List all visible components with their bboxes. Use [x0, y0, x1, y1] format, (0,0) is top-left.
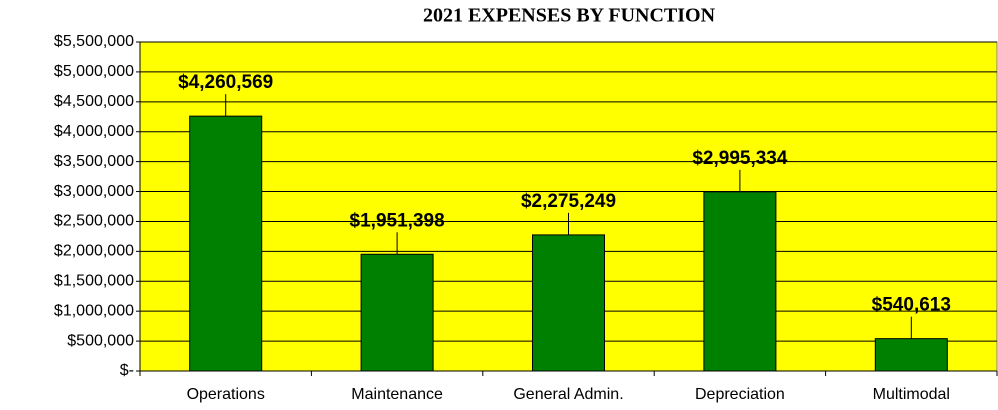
- bar: [189, 115, 263, 372]
- data-label: $540,613: [872, 295, 951, 316]
- y-tick-label: $2,000,000: [54, 243, 134, 260]
- y-tick-label: $1,500,000: [54, 272, 134, 289]
- y-tick-label: $1,000,000: [54, 302, 134, 319]
- x-tick-label: Maintenance: [351, 386, 443, 403]
- x-tick-label: Depreciation: [695, 386, 785, 403]
- bar: [532, 234, 605, 372]
- y-tick-label: $3,500,000: [54, 153, 134, 170]
- data-label: $2,995,334: [692, 148, 788, 169]
- bar: [703, 191, 777, 372]
- data-label: $1,951,398: [350, 210, 445, 231]
- bar: [360, 253, 434, 372]
- x-tick-label: Multimodal: [873, 386, 950, 403]
- data-label: $4,260,569: [178, 72, 273, 93]
- y-tick-label: $4,000,000: [54, 123, 134, 140]
- y-tick-label: $2,500,000: [54, 213, 134, 230]
- y-tick-label: $4,500,000: [54, 93, 134, 110]
- y-tick-label: $3,000,000: [54, 183, 134, 200]
- y-tick-label: $-: [120, 362, 134, 379]
- bar: [874, 338, 948, 372]
- y-tick-label: $5,500,000: [54, 33, 134, 50]
- y-tick-label: $5,000,000: [54, 63, 134, 80]
- chart-title: 2021 EXPENSES BY FUNCTION: [423, 5, 716, 27]
- y-tick-label: $500,000: [67, 332, 134, 349]
- x-tick-label: Operations: [187, 386, 265, 403]
- x-tick-label: General Admin.: [513, 386, 623, 403]
- data-label: $2,275,249: [521, 191, 616, 212]
